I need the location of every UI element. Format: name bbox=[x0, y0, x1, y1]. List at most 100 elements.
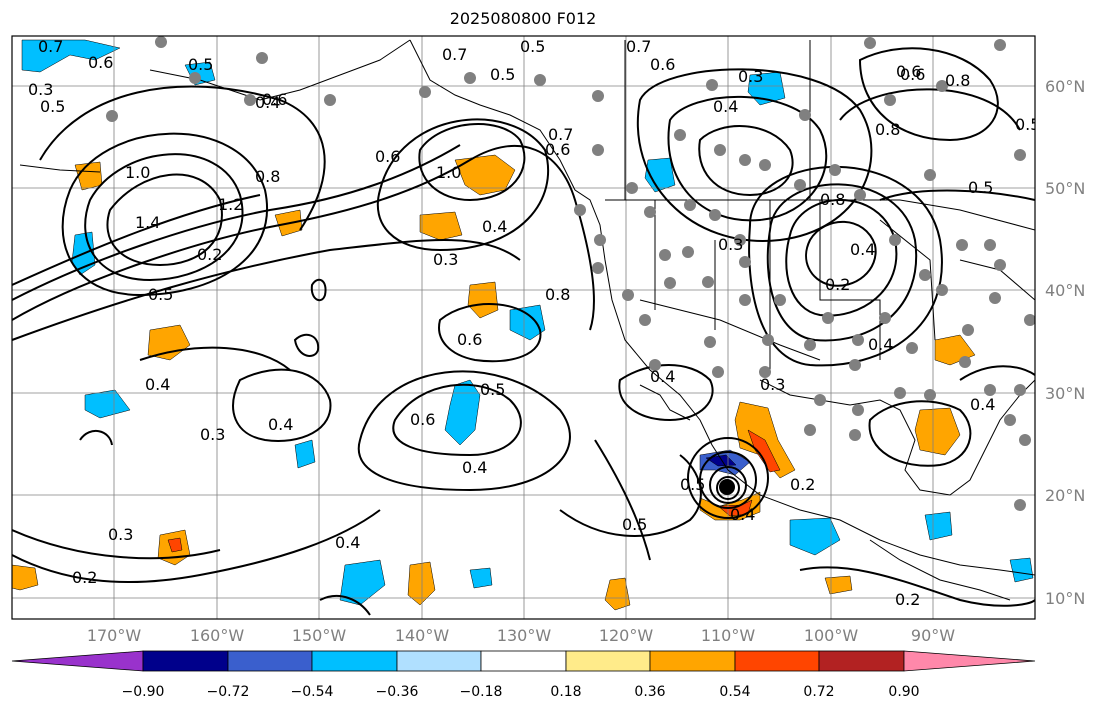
station-dots bbox=[106, 36, 1035, 511]
contour-label: 0.7 bbox=[548, 125, 573, 144]
lon-label: 90°W bbox=[910, 626, 956, 645]
lat-label: 20°N bbox=[1045, 486, 1086, 505]
colorbar-tick-label: 0.54 bbox=[719, 684, 751, 700]
contour-label: 0.2 bbox=[895, 590, 920, 609]
contour-label: 1.2 bbox=[218, 195, 243, 214]
colorbar-tick-label: −0.36 bbox=[375, 684, 419, 700]
contour-label: 0.6 bbox=[262, 90, 287, 109]
colorbar-tick-label: 0.36 bbox=[634, 684, 666, 700]
colorbar-tick-label: 0.72 bbox=[803, 684, 835, 700]
lat-label: 10°N bbox=[1045, 589, 1086, 608]
contour-label: 0.4 bbox=[482, 217, 507, 236]
contour-label: 0.3 bbox=[28, 80, 53, 99]
contour-label: 0.5 bbox=[622, 515, 647, 534]
lon-label: 140°W bbox=[394, 626, 450, 645]
lon-label: 170°W bbox=[86, 626, 142, 645]
colorbar-segment bbox=[480, 650, 567, 672]
contour-label: 0.5 bbox=[520, 37, 545, 56]
contour-label: 0.4 bbox=[255, 93, 280, 112]
contour-lines bbox=[12, 47, 1035, 616]
lon-label: 130°W bbox=[496, 626, 552, 645]
contour-label: 0.5 bbox=[490, 65, 515, 84]
colorbar-underflow-arrow bbox=[11, 650, 144, 672]
lat-label: 50°N bbox=[1045, 179, 1086, 198]
colorbar-segment bbox=[734, 650, 820, 672]
map-frame bbox=[11, 35, 1036, 620]
contour-label: 0.4 bbox=[970, 395, 995, 414]
contour-label: 0.6 bbox=[650, 55, 675, 74]
colorbar-tick-label: 0.90 bbox=[888, 684, 920, 700]
colorbar-tick-label: 0.18 bbox=[550, 684, 582, 700]
lat-label: 40°N bbox=[1045, 281, 1086, 300]
contour-label: 0.7 bbox=[442, 45, 467, 64]
lon-label: 100°W bbox=[803, 626, 859, 645]
colorbar-segment bbox=[227, 650, 313, 672]
contour-label: 0.5 bbox=[680, 475, 705, 494]
lon-label: 110°W bbox=[700, 626, 756, 645]
contour-label: 0.7 bbox=[38, 37, 63, 56]
contour-label: 0.4 bbox=[868, 335, 893, 354]
coastlines bbox=[19, 39, 1035, 601]
contour-label: 0.2 bbox=[825, 275, 850, 294]
contour-label: 0.6 bbox=[896, 62, 921, 81]
colorbar-tick-label: −0.90 bbox=[121, 684, 165, 700]
contour-label: 0.3 bbox=[108, 525, 133, 544]
contour-label: 1.0 bbox=[436, 163, 461, 182]
storm-center-marker bbox=[719, 479, 735, 495]
contour-label: 0.4 bbox=[335, 533, 360, 552]
colorbar-segment bbox=[311, 650, 398, 672]
contour-label: 0.5 bbox=[968, 178, 993, 197]
contour-label: 0.8 bbox=[875, 120, 900, 139]
contour-label: 0.4 bbox=[268, 415, 293, 434]
contour-label: 0.6 bbox=[375, 147, 400, 166]
contour-label: 0.5 bbox=[480, 380, 505, 399]
colorbar-tick-label: −0.54 bbox=[290, 684, 334, 700]
contour-label: 0.2 bbox=[790, 475, 815, 494]
contour-label: 0.3 bbox=[200, 425, 225, 444]
contour-label: 0.3 bbox=[433, 250, 458, 269]
contour-label: 0.4 bbox=[462, 458, 487, 477]
contour-label: 0.6 bbox=[410, 410, 435, 429]
map-title: 2025080800 F012 bbox=[449, 9, 597, 28]
contour-label: 0.8 bbox=[820, 190, 845, 209]
contour-label: 1.4 bbox=[135, 213, 160, 232]
contour-label: 0.5 bbox=[1015, 115, 1040, 134]
lon-label: 120°W bbox=[598, 626, 654, 645]
contour-label: 0.6 bbox=[457, 330, 482, 349]
lat-label: 60°N bbox=[1045, 77, 1086, 96]
colorbar-segment bbox=[396, 650, 482, 672]
colorbar-tick-label: −0.18 bbox=[459, 684, 503, 700]
colorbar-tick-label: −0.72 bbox=[206, 684, 250, 700]
contour-label: 0.3 bbox=[738, 67, 763, 86]
contour-label: 0.6 bbox=[545, 140, 570, 159]
colorbar-segment bbox=[565, 650, 651, 672]
contour-label: 0.3 bbox=[760, 375, 785, 394]
contour-label-layer: 0.7 0.6 0.5 0.5 0.5 0.7 0.5 0.7 0.6 0.3 … bbox=[28, 37, 1040, 609]
colorbar bbox=[11, 650, 1036, 672]
contour-label: 0.3 bbox=[718, 235, 743, 254]
colorbar-segment bbox=[649, 650, 736, 672]
contour-label: 0.2 bbox=[197, 245, 222, 264]
contour-label: 0.4 bbox=[730, 505, 755, 524]
colorbar-overflow-arrow bbox=[903, 650, 1036, 672]
lat-label: 30°N bbox=[1045, 384, 1086, 403]
contour-label: 0.5 bbox=[188, 55, 213, 74]
contour-label: 0.4 bbox=[145, 375, 170, 394]
contour-label: 0.5 bbox=[40, 97, 65, 116]
lon-label: 160°W bbox=[189, 626, 245, 645]
contour-label: 0.5 bbox=[148, 285, 173, 304]
contour-label: 0.4 bbox=[650, 367, 675, 386]
colorbar-segment bbox=[818, 650, 905, 672]
contour-label: 0.8 bbox=[945, 71, 970, 90]
contour-label: 1.0 bbox=[125, 163, 150, 182]
contour-label: 0.4 bbox=[713, 97, 738, 116]
contour-label: 0.7 bbox=[626, 37, 651, 56]
contour-label: 0.4 bbox=[850, 240, 875, 259]
contour-label: 0.8 bbox=[255, 167, 280, 186]
contour-label: 0.6 bbox=[88, 53, 113, 72]
lon-label: 150°W bbox=[291, 626, 347, 645]
contour-label: 0.6 bbox=[900, 65, 925, 84]
colorbar-segment bbox=[142, 650, 229, 672]
contour-label: 0.8 bbox=[545, 285, 570, 304]
